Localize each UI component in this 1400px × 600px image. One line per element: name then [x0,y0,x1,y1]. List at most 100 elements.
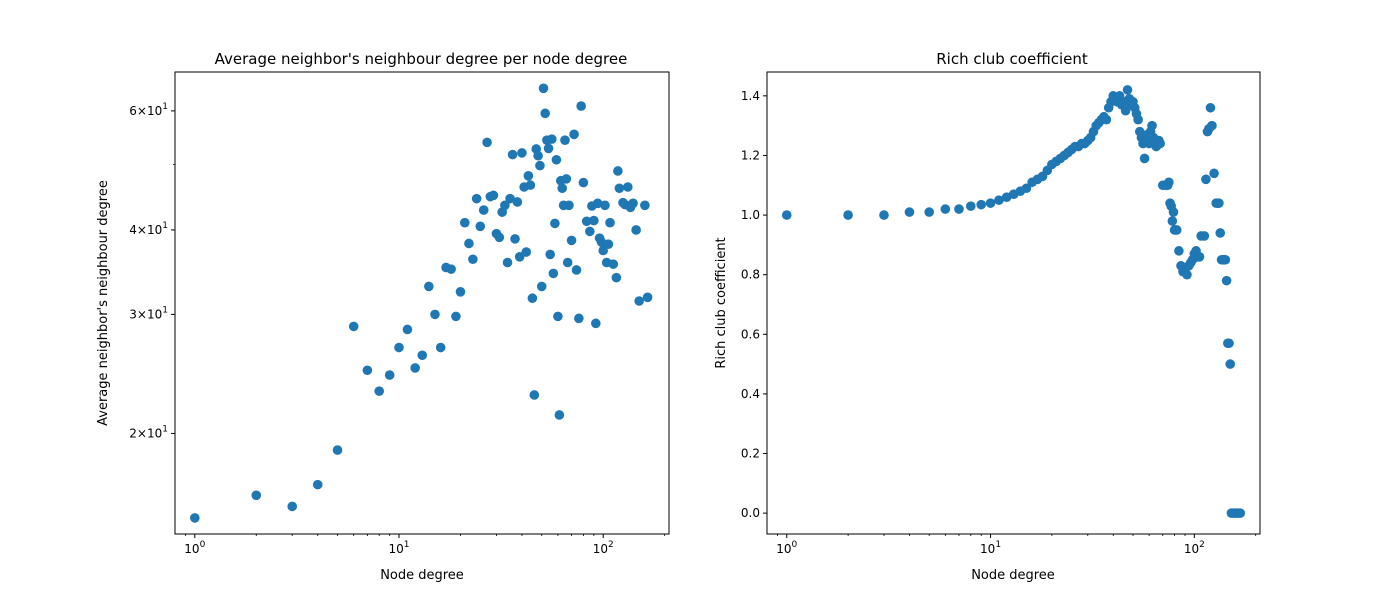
data-point [402,324,413,335]
data-point [631,225,641,235]
data-point [1171,225,1182,235]
data-point [1235,508,1246,518]
data-point [535,160,545,171]
data-point [954,204,964,214]
data-point [581,216,592,227]
data-point [940,204,951,214]
data-point [471,193,482,204]
data-point [879,210,889,220]
data-point [1194,251,1205,262]
data-point [512,197,523,207]
data-point [1207,120,1217,131]
data-point [562,257,573,268]
data-point [417,350,428,361]
data-point [574,313,584,324]
y-tick-label: 0.0 [741,506,760,520]
data-point [446,264,456,274]
data-point [591,318,601,329]
y-tick-label: 1.4 [741,89,760,103]
data-point [642,292,653,303]
data-point [1133,114,1143,125]
data-point [1214,198,1224,208]
y-tick-label: 0.6 [741,327,760,341]
data-point [576,101,586,111]
chart-title: Rich club coefficient [936,50,1088,68]
data-point [430,309,440,320]
data-point [478,205,489,215]
y-axis-label: Rich club coefficient [714,237,729,368]
data-point [628,198,638,209]
data-point [475,221,486,232]
data-points [781,85,1246,518]
data-point [1205,102,1216,113]
data-point [1164,177,1174,188]
data-point [529,390,540,400]
data-point [494,232,505,243]
data-point [505,193,515,204]
data-point [592,198,603,209]
data-point [781,210,792,220]
data-point [374,386,385,396]
y-tick-label: 1.0 [741,208,760,222]
data-point [557,183,568,194]
data-point [523,171,534,181]
data-point [548,268,559,279]
data-point [551,154,562,165]
data-point [634,296,644,306]
data-point [514,252,525,262]
y-tick-label: 0.4 [741,387,760,401]
data-point [605,217,615,228]
data-point [394,342,404,353]
data-point [410,363,420,373]
axes-frame [174,71,670,535]
data-point [561,174,572,184]
y-axis-label: Average neighbor's neighbour degree [96,180,111,426]
data-point [500,200,510,211]
data-point [1225,359,1236,369]
data-point [332,445,343,455]
data-point [455,287,466,297]
data-point [608,259,619,269]
data-point [521,247,532,257]
data-point [611,272,622,283]
data-point [488,190,499,201]
data-point [251,490,262,501]
data-point [985,198,996,208]
data-point [517,148,527,158]
data-point [560,135,570,146]
data-point [569,129,579,140]
data-point [1101,114,1112,125]
y-tick-label: 3×101 [129,305,168,321]
axes-frame [766,71,1261,535]
data-point [614,183,625,194]
data-point [525,180,536,190]
data-point [384,370,395,380]
data-point [312,479,323,490]
data-point [1220,254,1231,265]
data-point [510,234,520,244]
data-point [1182,269,1192,280]
data-point [578,177,589,188]
data-point [468,254,478,265]
data-point [1224,338,1234,349]
data-point [623,182,633,192]
data-point [585,226,595,237]
data-point [287,501,298,512]
data-point [545,249,555,260]
y-tick-label: 2×101 [129,424,168,440]
data-point [1021,183,1032,194]
x-axis-label: Node degree [971,568,1055,583]
data-point [1221,275,1232,286]
data-point [536,281,547,292]
data-point [640,200,650,211]
data-point [1147,120,1157,131]
data-point [464,238,474,249]
data-point [502,257,513,268]
data-point [1155,138,1166,149]
y-tick-label: 6×101 [129,102,168,118]
data-point [482,137,492,148]
y-tick-label: 1.2 [741,148,760,162]
data-point [965,201,976,211]
chart-average-neighbor-degree: Average neighbor's neighbour degree per … [96,50,670,583]
